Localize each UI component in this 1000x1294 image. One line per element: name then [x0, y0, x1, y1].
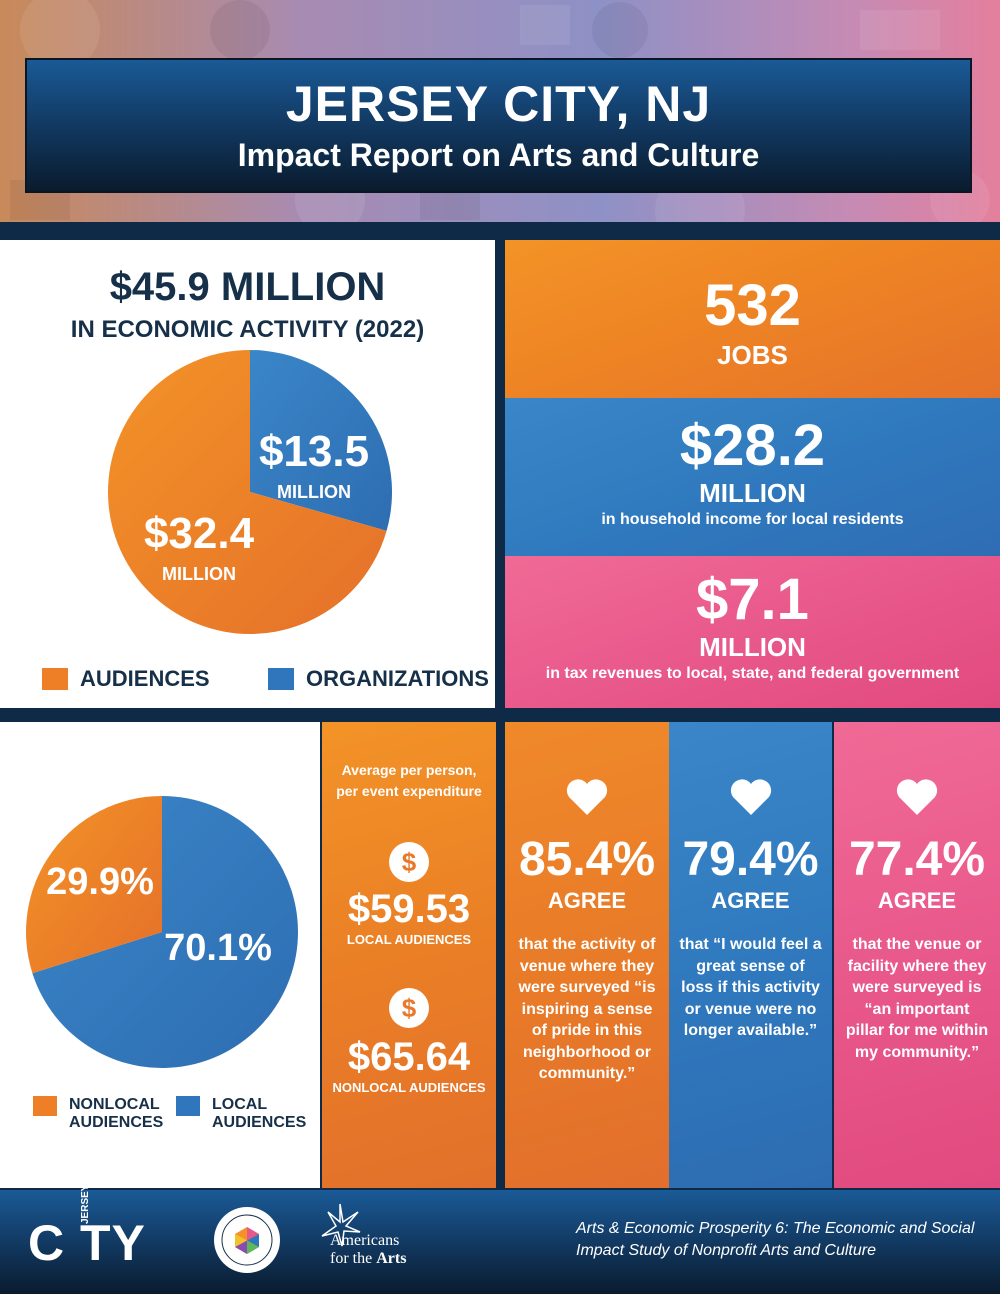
income-note: in household income for local residents	[601, 511, 904, 528]
local-spend-label: LOCAL AUDIENCES	[346, 932, 472, 947]
audience-pie-chart: 29.9% 70.1%	[25, 796, 298, 1068]
agree-pct: 77.4%	[848, 833, 986, 886]
agree-panel-loss: 79.4% AGREE that “I would feel a great s…	[669, 722, 832, 1188]
agree-word: AGREE	[547, 888, 627, 913]
agree-pct: 85.4%	[518, 833, 656, 886]
page-subtitle: Impact Report on Arts and Culture	[237, 137, 760, 173]
legend-audiences: AUDIENCES	[42, 666, 210, 692]
dollar-coin-icon: $	[389, 988, 429, 1028]
americans-for-the-arts-star-icon	[321, 1203, 361, 1247]
agree-panel-pillar: 77.4% AGREE that the venue or facility w…	[834, 722, 1000, 1188]
pie-slice-organizations	[250, 350, 392, 531]
legend-swatch-orange-2	[33, 1096, 57, 1116]
page-title: JERSEY CITY, NJ	[285, 76, 712, 132]
heart-icon	[566, 779, 608, 815]
agree-pct: 79.4%	[682, 833, 819, 886]
legend-label-local: LOCAL AUDIENCES	[212, 1096, 307, 1131]
local-spend-value: $59.53	[347, 887, 471, 931]
economic-pie-chart: $32.4 MILLION $13.5 MILLION	[107, 350, 392, 634]
legend-label-audiences: AUDIENCES	[80, 666, 210, 691]
audience-panel: 29.9% 70.1% NONLOCAL AUDIENCES LOCAL AUD…	[0, 722, 320, 1188]
tax-revenue-panel: $7.1 MILLION in tax revenues to local, s…	[505, 556, 1000, 708]
jersey-city-logo-jersey: JERSEY	[80, 1184, 91, 1224]
tax-value: $7.1	[696, 567, 809, 632]
economic-activity-panel: $45.9 MILLION IN ECONOMIC ACTIVITY (2022…	[0, 240, 495, 708]
study-citation: Arts & Economic Prosperity 6: The Econom…	[576, 1220, 975, 1259]
income-unit: MILLION	[699, 478, 806, 508]
economic-subheading: IN ECONOMIC ACTIVITY (2022)	[70, 316, 425, 343]
afta-line-2b: Arts	[376, 1250, 407, 1267]
legend-swatch-blue-2	[176, 1096, 200, 1116]
agree-word: AGREE	[711, 888, 790, 913]
jobs-panel: 532 JOBS	[505, 240, 1000, 398]
legend-label-organizations: ORGANIZATIONS	[306, 666, 489, 691]
heart-icon	[730, 779, 771, 815]
agree-word: AGREE	[877, 888, 957, 913]
footer: C TY JERSEY Americans for the Arts Arts …	[0, 1185, 1000, 1294]
econ-slice-unit-organizations: MILLION	[277, 482, 351, 502]
aud-slice-label-nonlocal: 29.9%	[46, 861, 154, 903]
legend-nonlocal: NONLOCAL AUDIENCES	[33, 1096, 163, 1132]
dollar-coin-icon: $	[389, 842, 429, 882]
tax-unit: MILLION	[699, 632, 806, 662]
agree-text: that the venue or facility where they we…	[845, 936, 989, 1061]
economic-heading: $45.9 MILLION	[109, 265, 386, 309]
spending-title: Average per person, per event expenditur…	[336, 762, 482, 799]
nonlocal-spend-label: NONLOCAL AUDIENCES	[332, 1080, 486, 1095]
econ-slice-label-audiences: $32.4	[144, 509, 255, 558]
title-box: JERSEY CITY, NJ Impact Report on Arts an…	[25, 58, 972, 193]
tax-note: in tax revenues to local, state, and fed…	[545, 665, 960, 682]
cultural-affairs-seal-icon	[214, 1207, 280, 1273]
americans-for-the-arts-logo: Americans for the Arts	[330, 1232, 406, 1268]
legend-swatch-blue	[268, 668, 294, 690]
income-value: $28.2	[679, 413, 826, 478]
legend-swatch-orange	[42, 668, 68, 690]
spending-panel: Average per person, per event expenditur…	[322, 722, 496, 1188]
agree-panel-pride: 85.4% AGREE that the activity of venue w…	[505, 722, 669, 1188]
aud-slice-label-local: 70.1%	[164, 927, 272, 969]
pie-slice-audiences	[107, 350, 387, 634]
afta-line-2a: for the	[330, 1250, 377, 1267]
header-band: JERSEY CITY, NJ Impact Report on Arts an…	[0, 0, 1000, 222]
afta-line-1: Americans	[330, 1232, 400, 1249]
econ-slice-label-organizations: $13.5	[259, 427, 369, 476]
pie-slice-nonlocal	[25, 796, 163, 974]
pie-slice-local	[32, 796, 298, 1068]
agree-text: that “I would feel a great sense of loss…	[679, 936, 822, 1039]
econ-slice-unit-audiences: MILLION	[162, 564, 236, 584]
jobs-value: 532	[704, 273, 801, 338]
jersey-city-logo: C TY	[28, 1215, 146, 1271]
agree-text: that the activity of venue where they we…	[518, 936, 656, 1082]
legend-local: LOCAL AUDIENCES	[176, 1096, 306, 1132]
nonlocal-spend-value: $65.64	[347, 1035, 471, 1079]
heart-icon	[896, 779, 938, 815]
household-income-panel: $28.2 MILLION in household income for lo…	[505, 398, 1000, 556]
legend-organizations: ORGANIZATIONS	[268, 666, 489, 692]
jobs-unit: JOBS	[717, 340, 788, 370]
legend-label-nonlocal: NONLOCAL AUDIENCES	[69, 1096, 164, 1131]
